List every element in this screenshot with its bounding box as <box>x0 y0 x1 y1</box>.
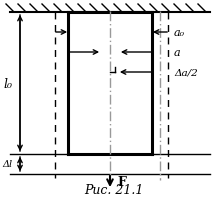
Text: Δl: Δl <box>2 160 12 169</box>
Text: F: F <box>117 175 126 188</box>
Text: a₀: a₀ <box>174 28 185 38</box>
Text: a: a <box>174 48 181 58</box>
Text: Рис. 21.1: Рис. 21.1 <box>84 183 144 196</box>
Text: l₀: l₀ <box>4 77 12 90</box>
Text: Δa/2: Δa/2 <box>174 68 198 77</box>
